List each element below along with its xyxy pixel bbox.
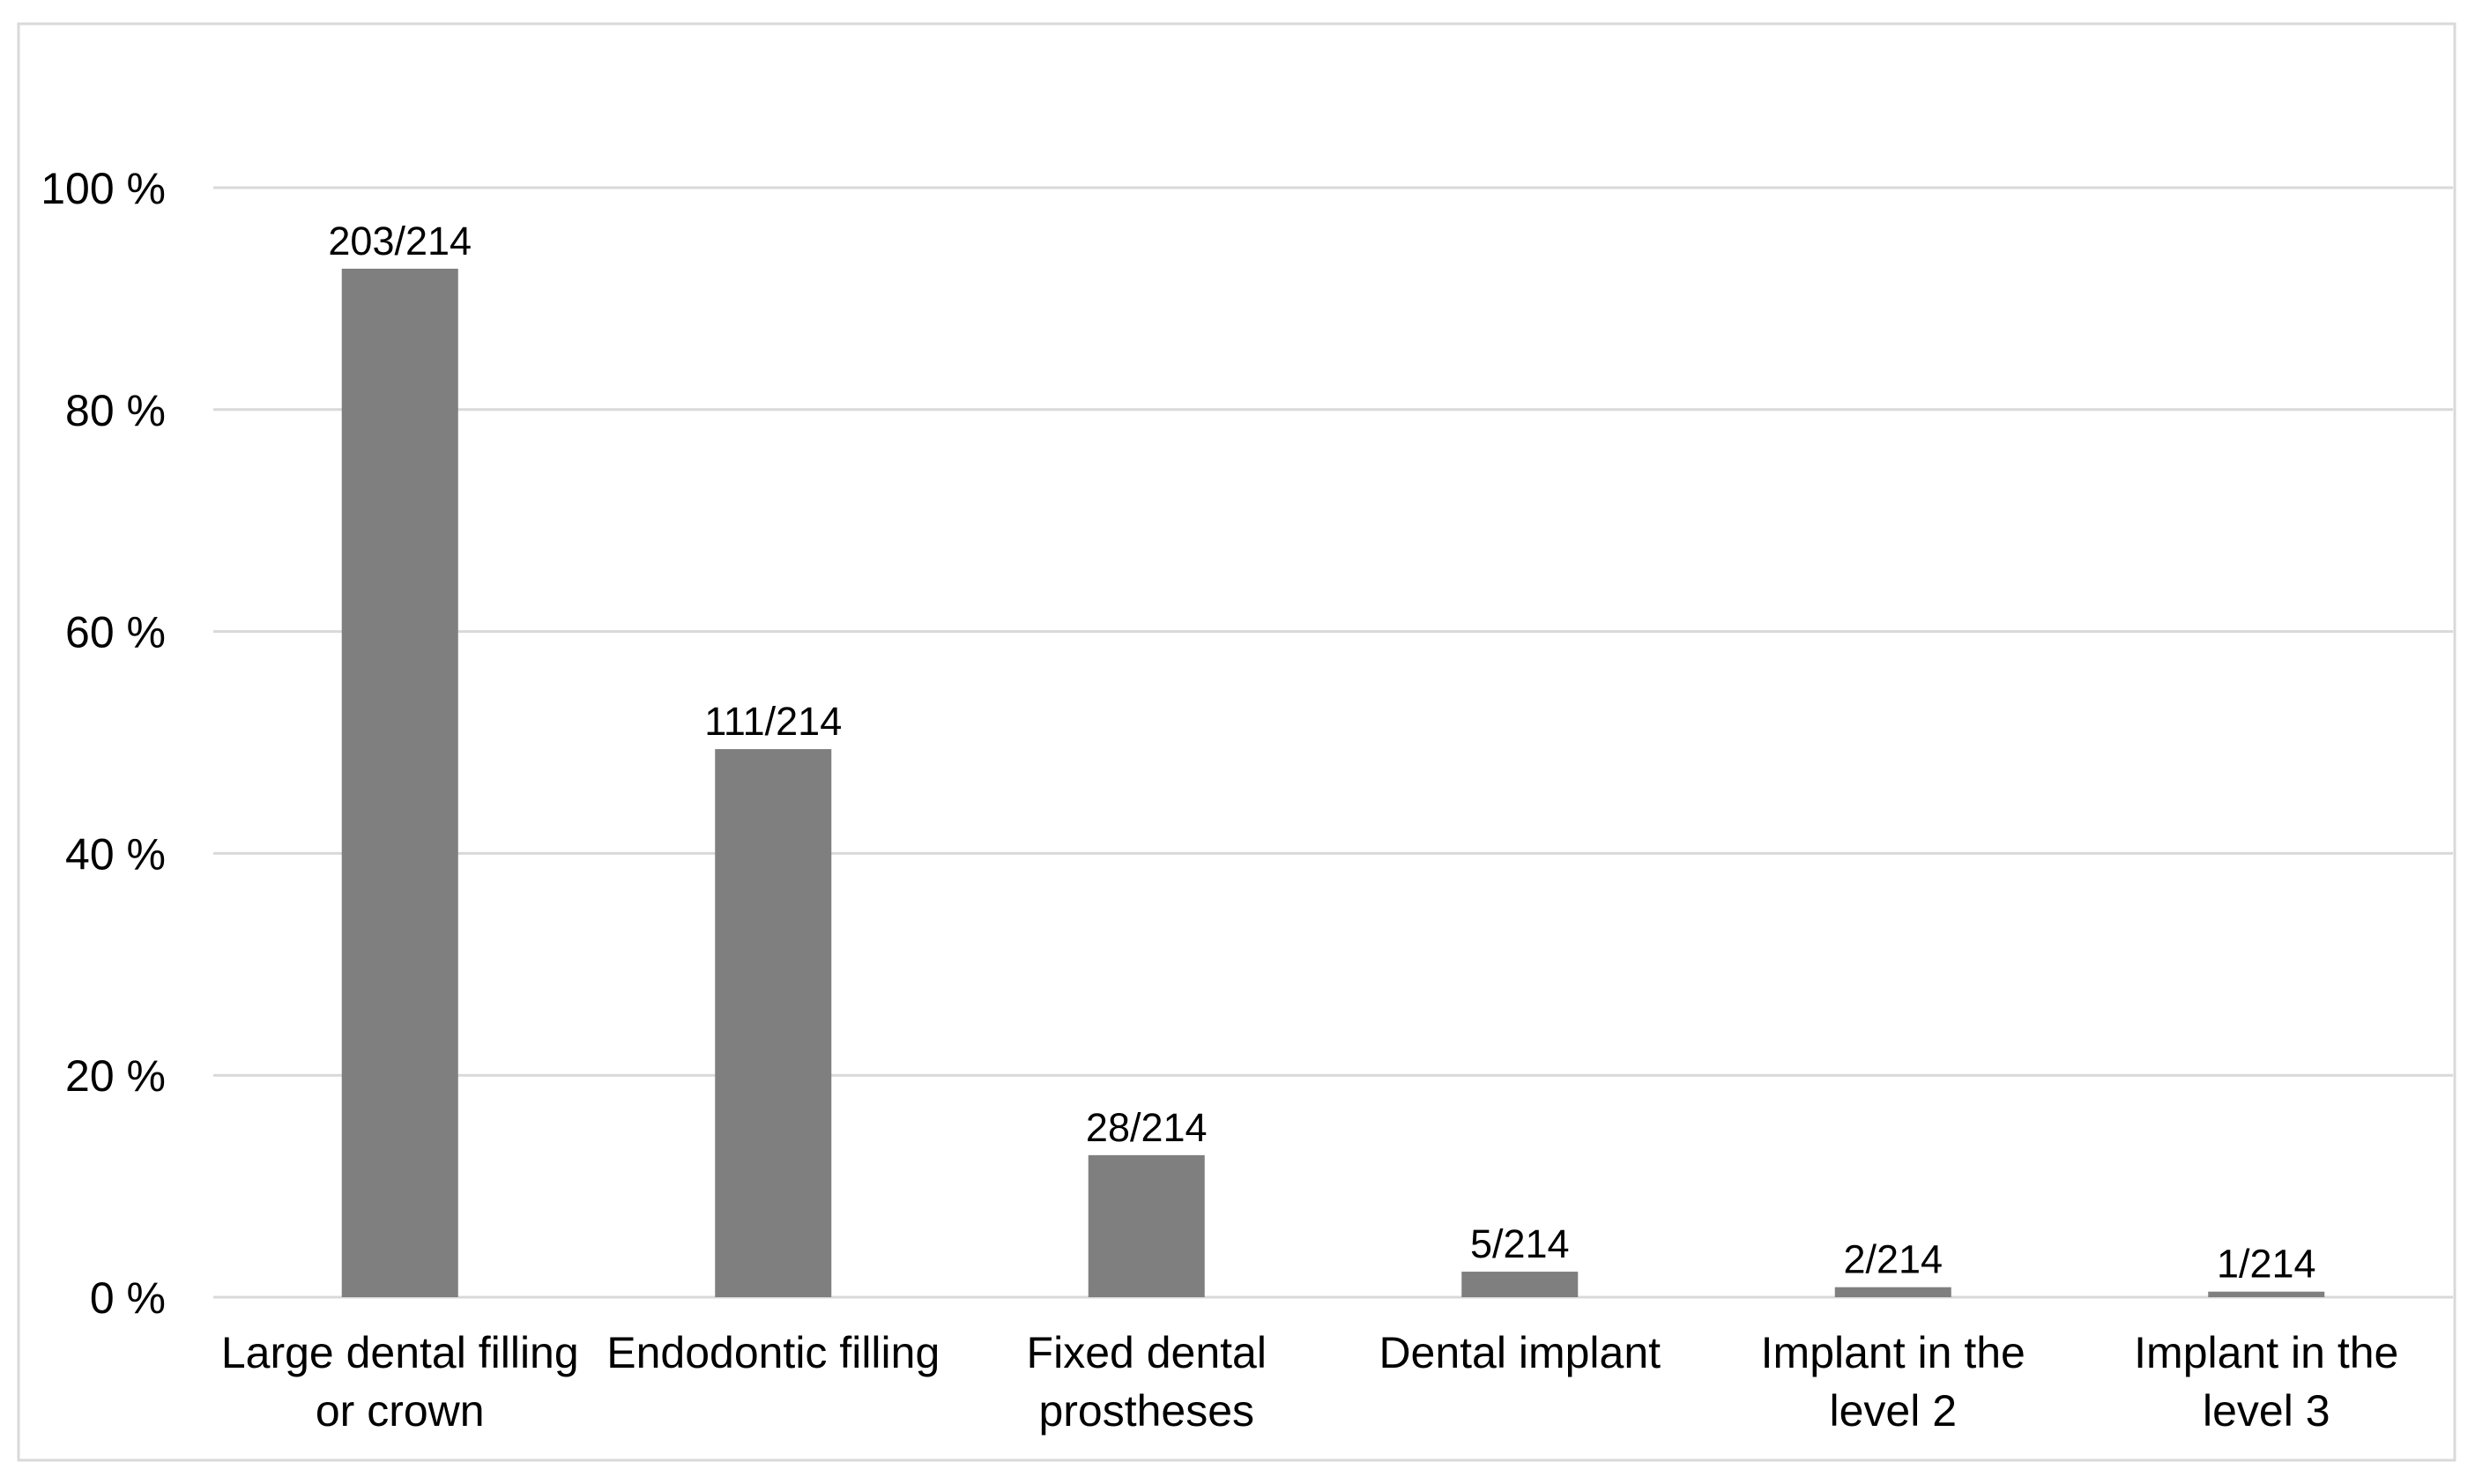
y-tick-label: 100 % [41, 164, 166, 213]
bar [1088, 1154, 1205, 1297]
y-tick-label: 60 % [65, 608, 166, 657]
bar [1461, 1272, 1579, 1297]
y-tick-label: 20 % [65, 1051, 166, 1101]
x-tick-label: Endodontic filling [606, 1328, 940, 1377]
data-label: 203/214 [328, 219, 472, 263]
x-tick-label: Implant in the level 3 [2134, 1328, 2399, 1436]
data-label: 111/214 [704, 699, 842, 744]
bar [1834, 1287, 1951, 1297]
x-tick-label: Large dental filling or crown [220, 1328, 579, 1436]
data-label: 1/214 [2217, 1242, 2316, 1287]
bar [341, 268, 458, 1298]
y-tick-label: 0 % [90, 1273, 166, 1323]
x-tick-label: Fixed dental prostheses [1026, 1328, 1267, 1436]
y-tick-label: 80 % [65, 386, 166, 435]
x-tick-label: Implant in the level 2 [1760, 1328, 2025, 1436]
bar [2208, 1291, 2325, 1297]
x-tick-label: Dental implant [1379, 1328, 1661, 1377]
data-label: 2/214 [1843, 1237, 1943, 1282]
data-label: 5/214 [1470, 1221, 1570, 1266]
data-label: 28/214 [1086, 1105, 1208, 1150]
bar [715, 749, 832, 1297]
y-tick-label: 40 % [65, 829, 166, 879]
